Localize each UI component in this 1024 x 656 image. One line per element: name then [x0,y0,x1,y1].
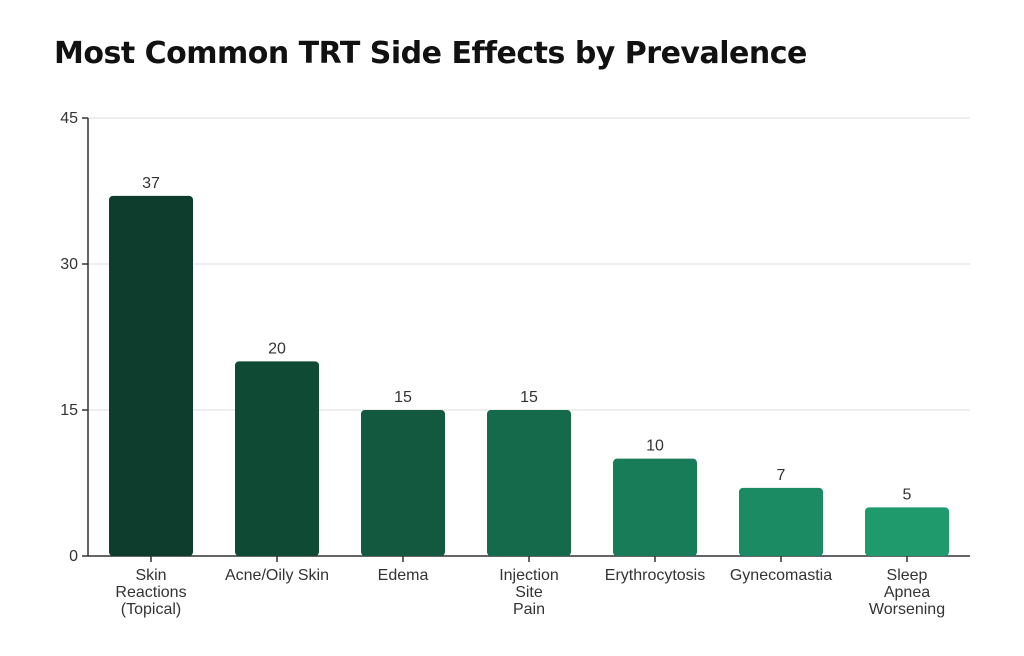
x-category-label-line: Edema [378,567,429,584]
x-category-label-line: Reactions [115,584,186,601]
x-category-label: Gynecomastia [730,567,832,584]
x-category-label: Skin Reactions (Topical) [115,567,186,618]
bar-value-label: 7 [777,467,786,484]
x-category-label-line: Apnea [884,584,930,601]
x-category-label: Sleep Apnea Worsening [869,567,945,618]
x-category-label-line: Pain [513,601,545,618]
x-category-label-line: Gynecomastia [730,567,832,584]
bar [235,361,319,556]
bar [613,458,697,556]
x-category-label-line: Site [515,584,543,601]
x-category-label-line: Worsening [869,601,945,618]
bar [865,507,949,556]
bars [109,195,949,556]
bar-value-label: 37 [142,175,160,192]
bar [487,410,571,556]
bar [739,487,823,556]
chart-title: Most Common TRT Side Effects by Prevalen… [54,36,807,71]
y-tick-label: 0 [69,548,78,565]
x-category-label-line: Acne/Oily Skin [225,567,329,584]
x-category-label-line: Sleep [887,567,928,584]
x-category-label-line: Skin [135,567,166,584]
x-category-label-line: (Topical) [121,601,181,618]
labels: 0 15 30 45 37 Skin Reactions (Topical) 20 Acne/Oi… [60,110,945,618]
bar-value-label: 20 [268,340,286,357]
bar [361,410,445,556]
y-tick-label: 45 [60,110,78,127]
x-category-label: Erythrocytosis [605,567,705,584]
bar-value-label: 15 [394,389,412,406]
y-tick-label: 30 [60,256,78,273]
x-category-label: Edema [378,567,429,584]
x-category-label: Injection Site Pain [499,567,559,618]
y-tick-label: 15 [60,402,78,419]
bar-value-label: 15 [520,389,538,406]
bar-value-label: 10 [646,438,664,455]
x-category-label: Acne/Oily Skin [225,567,329,584]
x-category-label-line: Injection [499,567,559,584]
gridlines [88,117,970,411]
x-category-label-line: Erythrocytosis [605,567,705,584]
bar [109,195,193,556]
bar-value-label: 5 [903,486,912,503]
